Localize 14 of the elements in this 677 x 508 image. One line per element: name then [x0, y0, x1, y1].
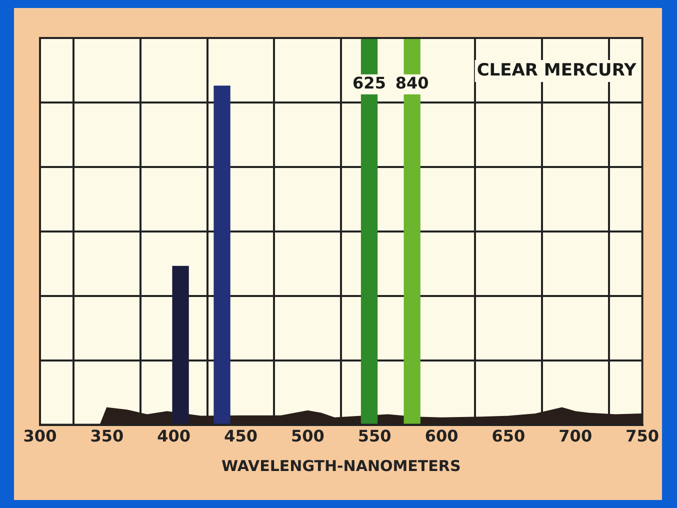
x-tick-label: 700 [558, 426, 592, 446]
x-tick-label: 400 [157, 426, 191, 446]
x-tick-label: 350 [90, 426, 124, 446]
x-axis-title: WAVELENGTH-NANOMETERS [222, 456, 461, 475]
x-tick-label: 500 [290, 426, 324, 446]
text: CLEAR MERCURY [476, 60, 637, 80]
x-tick-label: 450 [224, 426, 258, 446]
x-tick-label: 650 [492, 426, 526, 446]
annotation: 840 [395, 74, 429, 93]
x-tick-label: 750 [626, 426, 660, 446]
x-tick-label: 550 [358, 426, 392, 446]
x-tick-label: 600 [424, 426, 458, 446]
annotation: 625 [352, 74, 386, 93]
x-tick-label: 300 [23, 426, 57, 446]
